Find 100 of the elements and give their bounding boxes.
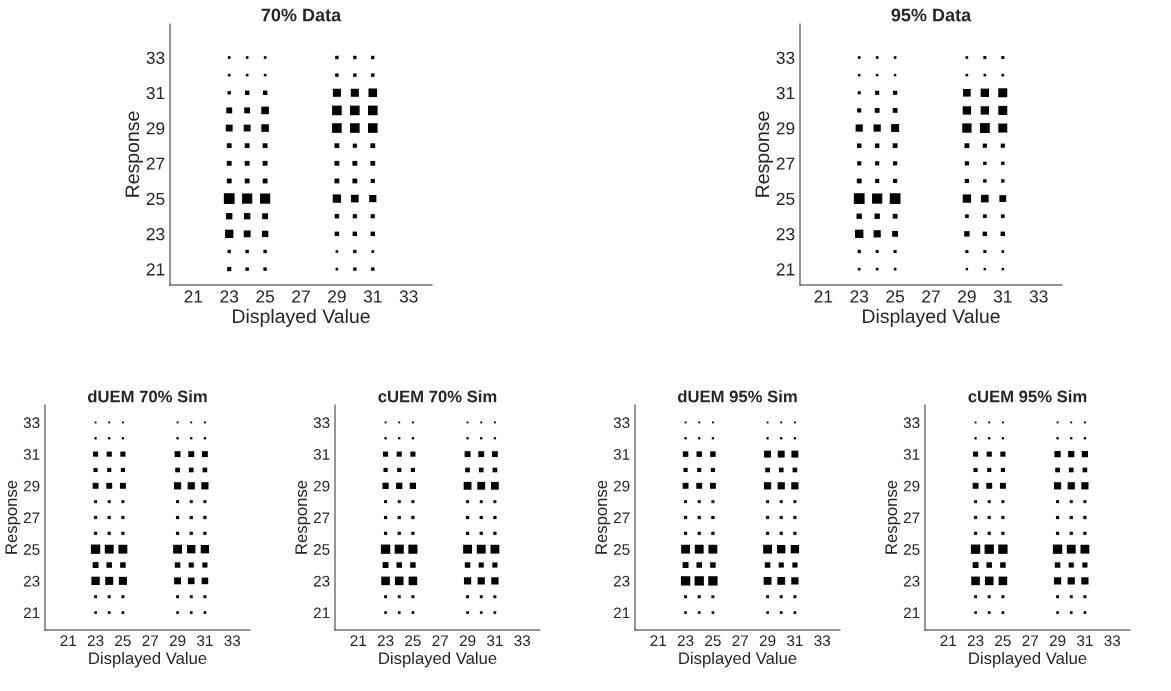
- x-tick-label: 27: [292, 290, 310, 303]
- y-tick-label: 21: [23, 607, 40, 619]
- x-tick-label: 29: [759, 635, 776, 647]
- y-tick-label: 27: [613, 512, 630, 524]
- x-tick-label: 33: [814, 635, 831, 647]
- x-tick-label: 27: [732, 635, 748, 646]
- x-tick-label: 25: [115, 635, 131, 647]
- chart-title: dUEM 70% Sim: [87, 390, 207, 403]
- y-tick-label: 31: [146, 86, 165, 100]
- x-tick-label: 31: [993, 290, 1012, 303]
- y-tick-label: 25: [903, 544, 920, 555]
- y-tick-label: 25: [613, 544, 630, 555]
- x-axis-title: Displayed Value: [233, 308, 370, 327]
- x-tick-label: 27: [1022, 635, 1038, 646]
- x-tick-label: 25: [886, 290, 905, 303]
- x-tick-label: 33: [1104, 635, 1121, 647]
- chart-title: cUEM 95% Sim: [968, 390, 1087, 403]
- x-tick-label: 23: [220, 290, 239, 303]
- y-tick-label: 29: [776, 122, 795, 135]
- y-tick-label: 29: [23, 480, 40, 492]
- x-tick-label: 29: [169, 635, 186, 647]
- chart-title: dUEM 95% Sim: [677, 390, 797, 403]
- y-tick-label: 33: [613, 417, 630, 429]
- x-tick-label: 25: [256, 290, 275, 303]
- x-tick-label: 33: [1029, 290, 1048, 303]
- x-tick-label: 23: [377, 635, 394, 647]
- x-tick-label: 25: [405, 635, 421, 647]
- x-tick-label: 31: [1076, 635, 1093, 647]
- x-axis-title: Displayed Value: [863, 308, 1000, 327]
- x-tick-label: 25: [995, 635, 1011, 647]
- y-tick-label: 29: [613, 480, 630, 492]
- x-tick-label: 27: [922, 290, 940, 303]
- x-tick-label: 21: [350, 635, 366, 646]
- y-tick-label: 27: [313, 512, 330, 524]
- y-tick-label: 33: [903, 417, 920, 429]
- y-tick-label: 25: [146, 192, 165, 206]
- x-tick-label: 27: [432, 635, 448, 646]
- y-tick-label: 29: [903, 480, 920, 492]
- y-tick-label: 27: [903, 512, 920, 524]
- y-axis-title: Response: [885, 480, 901, 554]
- y-tick-label: 33: [146, 51, 165, 64]
- x-tick-label: 23: [967, 635, 984, 647]
- y-tick-label: 23: [903, 575, 920, 587]
- y-axis-title: Response: [595, 480, 611, 554]
- x-axis-title: Displayed Value: [379, 651, 497, 668]
- y-tick-label: 25: [776, 192, 795, 206]
- chart-title: 95% Data: [891, 8, 972, 22]
- y-tick-label: 23: [146, 228, 165, 241]
- x-tick-label: 29: [958, 290, 976, 303]
- x-tick-label: 21: [650, 635, 666, 646]
- y-axis-title: Response: [5, 480, 21, 554]
- x-tick-label: 21: [814, 290, 833, 303]
- x-tick-label: 21: [940, 635, 956, 646]
- y-axis-title: Response: [295, 480, 311, 554]
- y-tick-label: 27: [23, 512, 40, 524]
- y-tick-label: 21: [903, 607, 920, 619]
- x-tick-label: 29: [328, 290, 346, 303]
- y-tick-label: 33: [313, 417, 330, 429]
- y-tick-label: 23: [776, 228, 795, 241]
- y-tick-label: 23: [313, 575, 330, 587]
- x-tick-label: 21: [60, 635, 76, 646]
- y-tick-label: 25: [313, 544, 330, 555]
- y-tick-label: 29: [146, 122, 165, 135]
- y-tick-label: 21: [146, 263, 165, 276]
- y-tick-label: 29: [313, 480, 330, 492]
- y-tick-label: 31: [776, 86, 795, 100]
- x-axis-title: Displayed Value: [679, 651, 797, 668]
- x-axis-title: Displayed Value: [89, 651, 207, 668]
- x-tick-label: 29: [459, 635, 476, 647]
- y-tick-label: 31: [23, 448, 40, 460]
- y-tick-label: 25: [23, 544, 40, 555]
- y-tick-label: 27: [146, 157, 165, 170]
- x-tick-label: 31: [196, 635, 213, 647]
- x-tick-label: 23: [87, 635, 104, 647]
- y-tick-label: 21: [313, 607, 330, 619]
- y-tick-label: 21: [776, 263, 795, 276]
- y-tick-label: 23: [23, 575, 40, 587]
- x-tick-label: 33: [224, 635, 241, 647]
- x-tick-label: 29: [1049, 635, 1066, 647]
- y-tick-label: 21: [613, 607, 630, 619]
- y-tick-label: 27: [776, 157, 795, 170]
- x-tick-label: 25: [705, 635, 721, 647]
- x-tick-label: 23: [850, 290, 869, 303]
- y-tick-label: 31: [313, 448, 330, 460]
- y-axis-title: Response: [125, 111, 144, 197]
- x-tick-label: 31: [786, 635, 803, 647]
- y-axis-title: Response: [755, 111, 774, 197]
- y-tick-label: 31: [613, 448, 630, 460]
- x-tick-label: 33: [514, 635, 531, 647]
- x-tick-label: 31: [363, 290, 382, 303]
- x-tick-label: 23: [677, 635, 694, 647]
- x-axis-title: Displayed Value: [969, 651, 1087, 668]
- y-tick-label: 31: [903, 448, 920, 460]
- x-tick-label: 31: [486, 635, 503, 647]
- y-tick-label: 33: [23, 417, 40, 429]
- x-tick-label: 33: [399, 290, 418, 303]
- chart-title: cUEM 70% Sim: [378, 390, 497, 403]
- y-tick-label: 33: [776, 51, 795, 64]
- chart-title: 70% Data: [261, 8, 342, 22]
- y-tick-label: 23: [613, 575, 630, 587]
